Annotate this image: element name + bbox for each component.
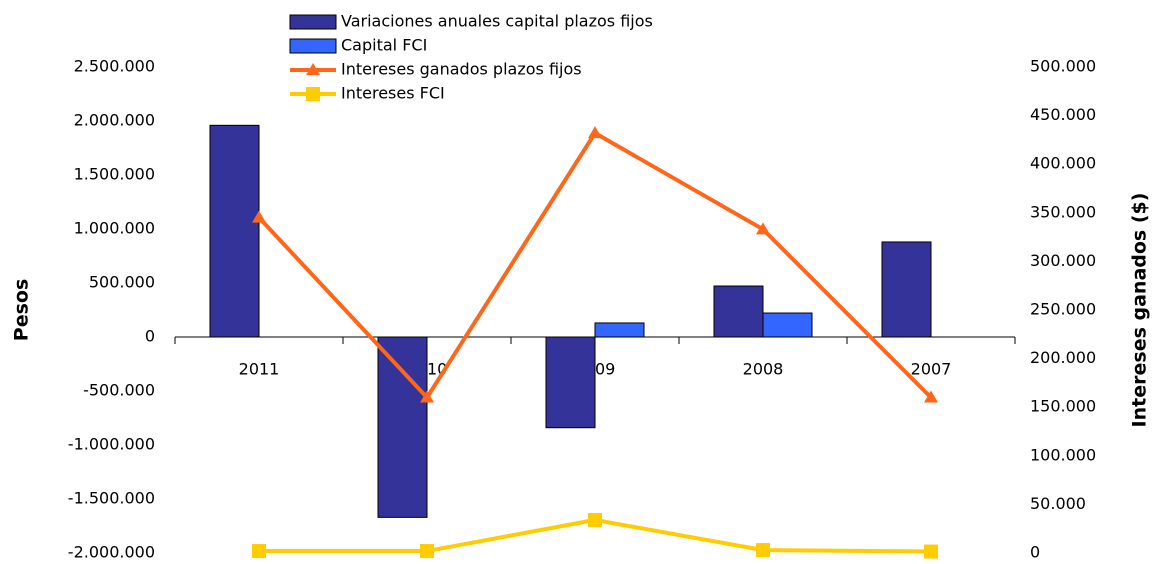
y2-tick-label: 350.000 xyxy=(1030,202,1096,221)
bar xyxy=(545,336,596,429)
x-tick-label: 2008 xyxy=(743,360,784,379)
bar xyxy=(881,241,932,338)
y-tick-label: 2.000.000 xyxy=(74,111,155,130)
y-tick-label: 1.000.000 xyxy=(74,219,155,238)
marker xyxy=(756,543,770,558)
y-tick-label: 1.500.000 xyxy=(74,165,155,184)
y2-tick-label: 300.000 xyxy=(1030,251,1096,270)
y2-tick-label: 500.000 xyxy=(1030,57,1096,76)
bar xyxy=(762,312,813,338)
y2-tick-label: 400.000 xyxy=(1030,154,1096,173)
legend-label: Intereses FCI xyxy=(341,84,445,103)
marker xyxy=(924,544,938,559)
marker xyxy=(588,512,602,527)
y-tick-label: -2.000.000 xyxy=(68,543,155,562)
legend-label: Capital FCI xyxy=(341,36,427,55)
legend-label: Variaciones anuales capital plazos fijos xyxy=(341,12,653,31)
bar xyxy=(594,322,645,338)
y-tick-label: 500.000 xyxy=(89,273,155,292)
legend-swatch xyxy=(289,14,337,30)
bar xyxy=(713,285,764,338)
marker xyxy=(756,222,770,235)
marker xyxy=(924,390,938,403)
legend-swatch xyxy=(289,38,337,54)
marker xyxy=(252,544,266,559)
y-tick-label: -1.000.000 xyxy=(68,435,155,454)
x-tick-label: 2007 xyxy=(911,360,952,379)
marker xyxy=(252,210,266,223)
y-tick-label: 0 xyxy=(145,327,155,346)
y2-tick-label: 0 xyxy=(1030,543,1040,562)
y2-tick-label: 150.000 xyxy=(1030,397,1096,416)
marker xyxy=(588,126,602,139)
y2-tick-label: 250.000 xyxy=(1030,300,1096,319)
legend-label: Intereses ganados plazos fijos xyxy=(341,60,582,79)
y-tick-label: -500.000 xyxy=(83,381,155,400)
x-tick-label: 2011 xyxy=(239,360,280,379)
marker xyxy=(420,390,434,403)
y2-tick-label: 100.000 xyxy=(1030,445,1096,464)
y2-axis-title: Intereses ganados ($) xyxy=(1129,193,1151,428)
y-tick-label: 2.500.000 xyxy=(74,57,155,76)
legend-marker xyxy=(306,63,320,75)
y-axis-title: Pesos xyxy=(11,279,33,341)
y2-tick-label: 50.000 xyxy=(1030,494,1086,513)
bar xyxy=(377,336,428,518)
y2-tick-label: 200.000 xyxy=(1030,348,1096,367)
marker xyxy=(420,544,434,559)
y2-tick-label: 450.000 xyxy=(1030,105,1096,124)
bar xyxy=(209,124,260,338)
legend-marker xyxy=(306,87,320,101)
y-tick-label: -1.500.000 xyxy=(68,489,155,508)
